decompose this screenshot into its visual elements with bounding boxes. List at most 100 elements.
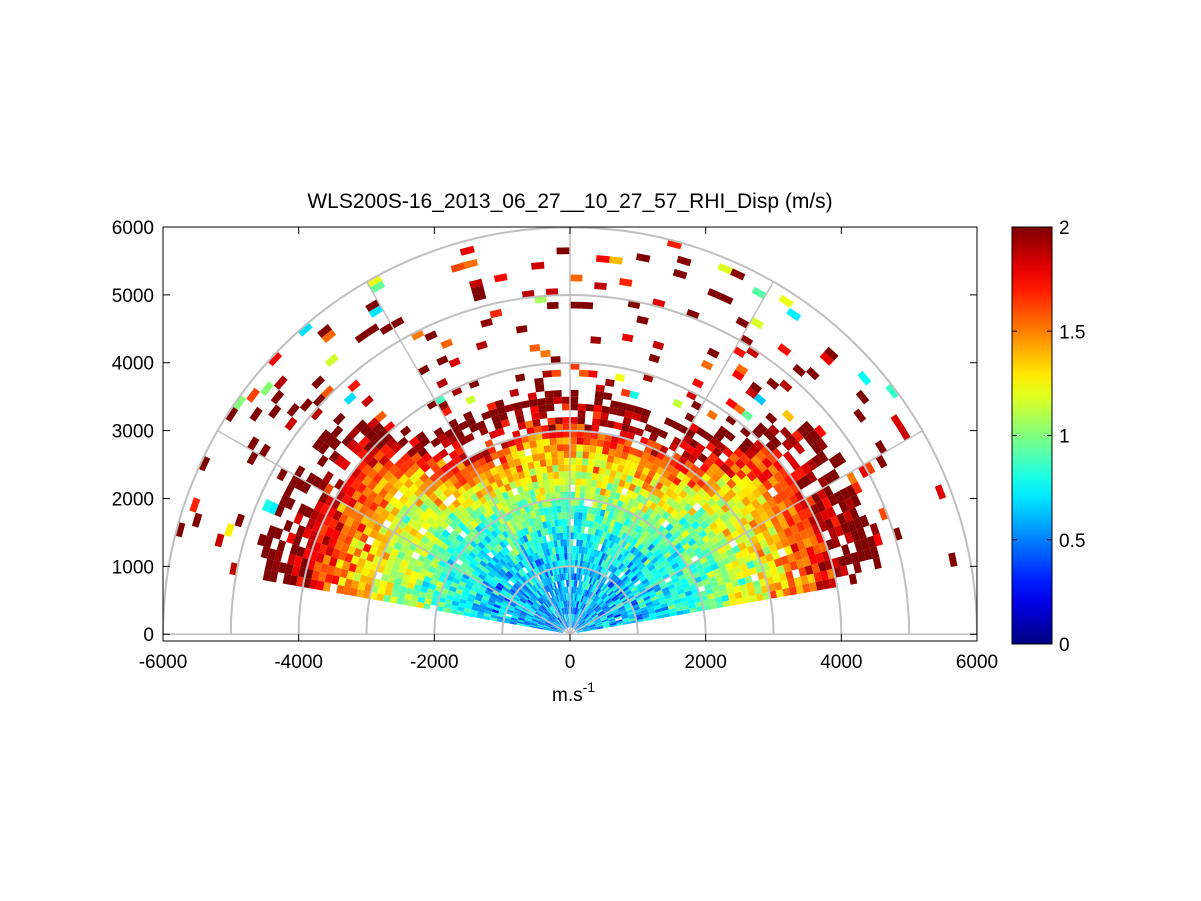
scan-cell bbox=[331, 529, 341, 541]
scan-cell bbox=[663, 590, 671, 597]
scan-cell bbox=[619, 516, 627, 525]
scan-cell bbox=[563, 587, 566, 594]
scan-cell bbox=[624, 568, 632, 576]
scan-cell bbox=[547, 527, 553, 535]
scan-cell bbox=[342, 586, 351, 596]
scan-cell bbox=[488, 598, 496, 604]
scan-cell bbox=[547, 555, 552, 563]
scan-cell bbox=[512, 611, 520, 616]
scan-cell bbox=[571, 620, 573, 628]
scan-cell bbox=[376, 593, 385, 602]
scan-cell bbox=[487, 601, 495, 607]
scan-cell bbox=[528, 554, 535, 563]
scan-cell bbox=[756, 461, 768, 473]
scan-cell bbox=[483, 612, 491, 618]
scan-cell bbox=[646, 484, 655, 494]
scan-cell bbox=[613, 587, 621, 594]
scan-cell bbox=[536, 590, 543, 597]
scan-cell bbox=[588, 623, 596, 627]
scan-cell bbox=[679, 596, 688, 603]
scan-cell bbox=[585, 606, 591, 613]
scan-cell bbox=[450, 465, 460, 475]
scan-cell bbox=[554, 519, 559, 527]
scan-cell bbox=[448, 450, 459, 460]
scan-cell bbox=[555, 498, 561, 506]
scan-cell bbox=[478, 604, 487, 610]
scan-cell bbox=[817, 450, 829, 464]
scan-cell bbox=[495, 543, 504, 551]
scan-cell bbox=[570, 274, 583, 282]
scan-cell bbox=[417, 447, 428, 458]
scan-cell bbox=[628, 615, 636, 620]
scan-cell bbox=[821, 497, 833, 510]
scan-cell bbox=[619, 278, 633, 287]
scan-cell bbox=[611, 550, 618, 558]
scan-cell bbox=[681, 450, 692, 460]
scan-cell bbox=[534, 432, 543, 441]
scan-cell bbox=[563, 437, 570, 445]
scan-cell bbox=[853, 517, 864, 530]
scan-cell bbox=[561, 601, 565, 608]
scan-cell bbox=[440, 338, 454, 349]
scan-cell bbox=[443, 479, 454, 489]
scan-cell bbox=[556, 581, 561, 589]
scan-cell bbox=[630, 491, 639, 500]
scan-cell bbox=[820, 570, 829, 581]
scan-cell bbox=[574, 624, 580, 630]
scan-cell bbox=[432, 556, 441, 565]
scan-cell bbox=[661, 606, 669, 612]
scan-cell bbox=[454, 573, 463, 581]
scan-cell bbox=[561, 623, 566, 629]
scan-cell bbox=[686, 309, 700, 320]
scan-cell bbox=[567, 593, 569, 601]
scan-cell bbox=[628, 554, 636, 562]
scan-cell bbox=[561, 505, 566, 513]
scan-cell bbox=[511, 451, 520, 460]
scan-cell bbox=[534, 295, 547, 304]
scan-cell bbox=[641, 451, 650, 461]
scan-cell bbox=[612, 585, 619, 592]
scan-cell bbox=[756, 494, 767, 506]
scan-cell bbox=[653, 513, 662, 522]
scan-cell bbox=[545, 609, 552, 616]
scan-cell bbox=[533, 592, 540, 599]
scan-cell bbox=[744, 512, 755, 523]
scan-cell bbox=[322, 471, 334, 484]
scan-cell bbox=[385, 560, 394, 570]
scan-cell bbox=[660, 547, 669, 556]
scan-cell bbox=[563, 539, 567, 547]
scan-cell bbox=[425, 593, 434, 600]
scan-cell bbox=[805, 495, 816, 507]
scan-cell bbox=[614, 613, 621, 618]
scan-cell bbox=[359, 550, 369, 560]
scan-cell bbox=[452, 517, 462, 526]
scan-cell bbox=[481, 595, 490, 602]
scan-cell bbox=[487, 475, 496, 485]
scan-cell bbox=[587, 465, 594, 473]
scan-cell bbox=[696, 506, 707, 517]
scan-cell bbox=[537, 446, 545, 454]
scan-cell bbox=[362, 525, 373, 536]
scan-cell bbox=[751, 427, 764, 439]
scan-cell bbox=[363, 440, 375, 453]
scan-cell bbox=[595, 557, 601, 565]
scan-cell bbox=[487, 499, 496, 508]
scan-cell bbox=[550, 630, 557, 632]
scan-cell bbox=[706, 347, 720, 359]
scan-cell bbox=[611, 513, 619, 521]
scan-cell bbox=[423, 477, 434, 488]
scan-cell bbox=[406, 447, 418, 458]
scan-cell bbox=[617, 546, 624, 554]
scan-cell bbox=[733, 585, 742, 594]
scan-cell bbox=[515, 571, 522, 579]
scan-cell bbox=[787, 578, 796, 588]
scan-cell bbox=[609, 519, 616, 528]
scan-cell bbox=[410, 513, 421, 523]
scan-cell bbox=[456, 495, 466, 505]
scan-cell bbox=[536, 473, 543, 482]
scan-cell bbox=[575, 615, 579, 622]
scan-cell bbox=[699, 463, 710, 473]
scan-cell bbox=[685, 444, 696, 455]
scan-cell bbox=[802, 537, 813, 549]
scan-cell bbox=[514, 408, 524, 417]
